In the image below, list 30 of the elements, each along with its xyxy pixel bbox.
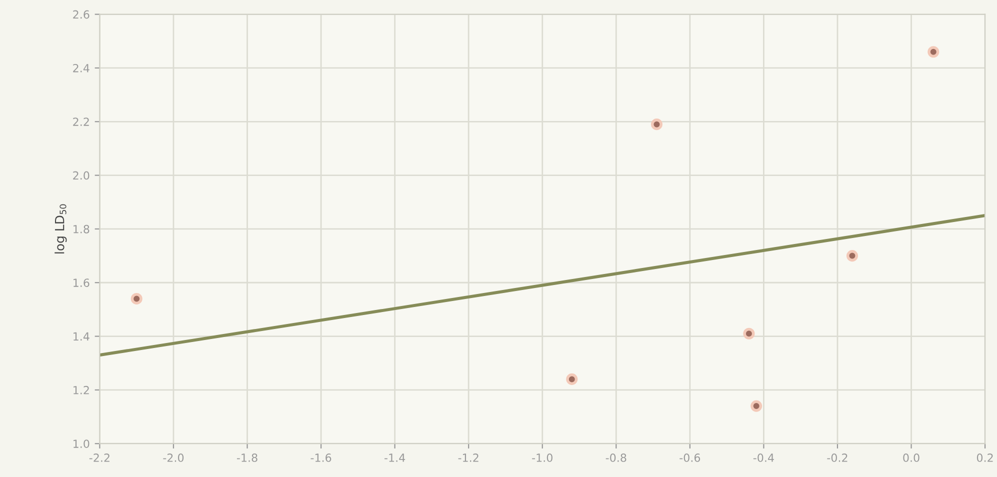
x-tick-label: -1.4 [384, 454, 406, 462]
y-tick-label: 2.6 [73, 10, 90, 19]
x-tick-label: -2.0 [163, 454, 184, 462]
x-tick-label: 0.2 [976, 454, 993, 462]
x-tick-label: -0.8 [606, 454, 626, 462]
x-tick-label: -0.4 [753, 454, 774, 462]
x-tick-label: -0.6 [680, 454, 700, 462]
x-tick-label: -1.0 [532, 454, 552, 462]
y-tick-label: 1.4 [74, 332, 90, 341]
y-tick-label: 2.0 [73, 171, 90, 180]
y-tick-label: 2.2 [73, 118, 89, 126]
point [846, 250, 858, 262]
x-tick-label: 0.0 [903, 454, 920, 462]
point [650, 118, 663, 130]
x-tick-label: -1.6 [310, 454, 332, 462]
x-tick-label: -1.2 [458, 454, 478, 462]
point [750, 400, 762, 412]
point [928, 46, 940, 58]
point [566, 373, 578, 385]
y-tick-label: 2.4 [73, 64, 90, 72]
x-tick-label: -2.2 [89, 454, 110, 462]
y-tick-label: 1.6 [74, 278, 90, 287]
x-tick-label: -1.8 [236, 454, 258, 462]
y-tick-label: 1.8 [74, 224, 90, 234]
y-tick-label: 1.0 [74, 440, 90, 448]
point [743, 328, 755, 340]
point [130, 292, 142, 305]
x-tick-label: -0.2 [827, 454, 848, 462]
y-tick-label: 1.2 [74, 386, 89, 394]
y-axis-title: log LD$_{50}$ [54, 204, 67, 254]
